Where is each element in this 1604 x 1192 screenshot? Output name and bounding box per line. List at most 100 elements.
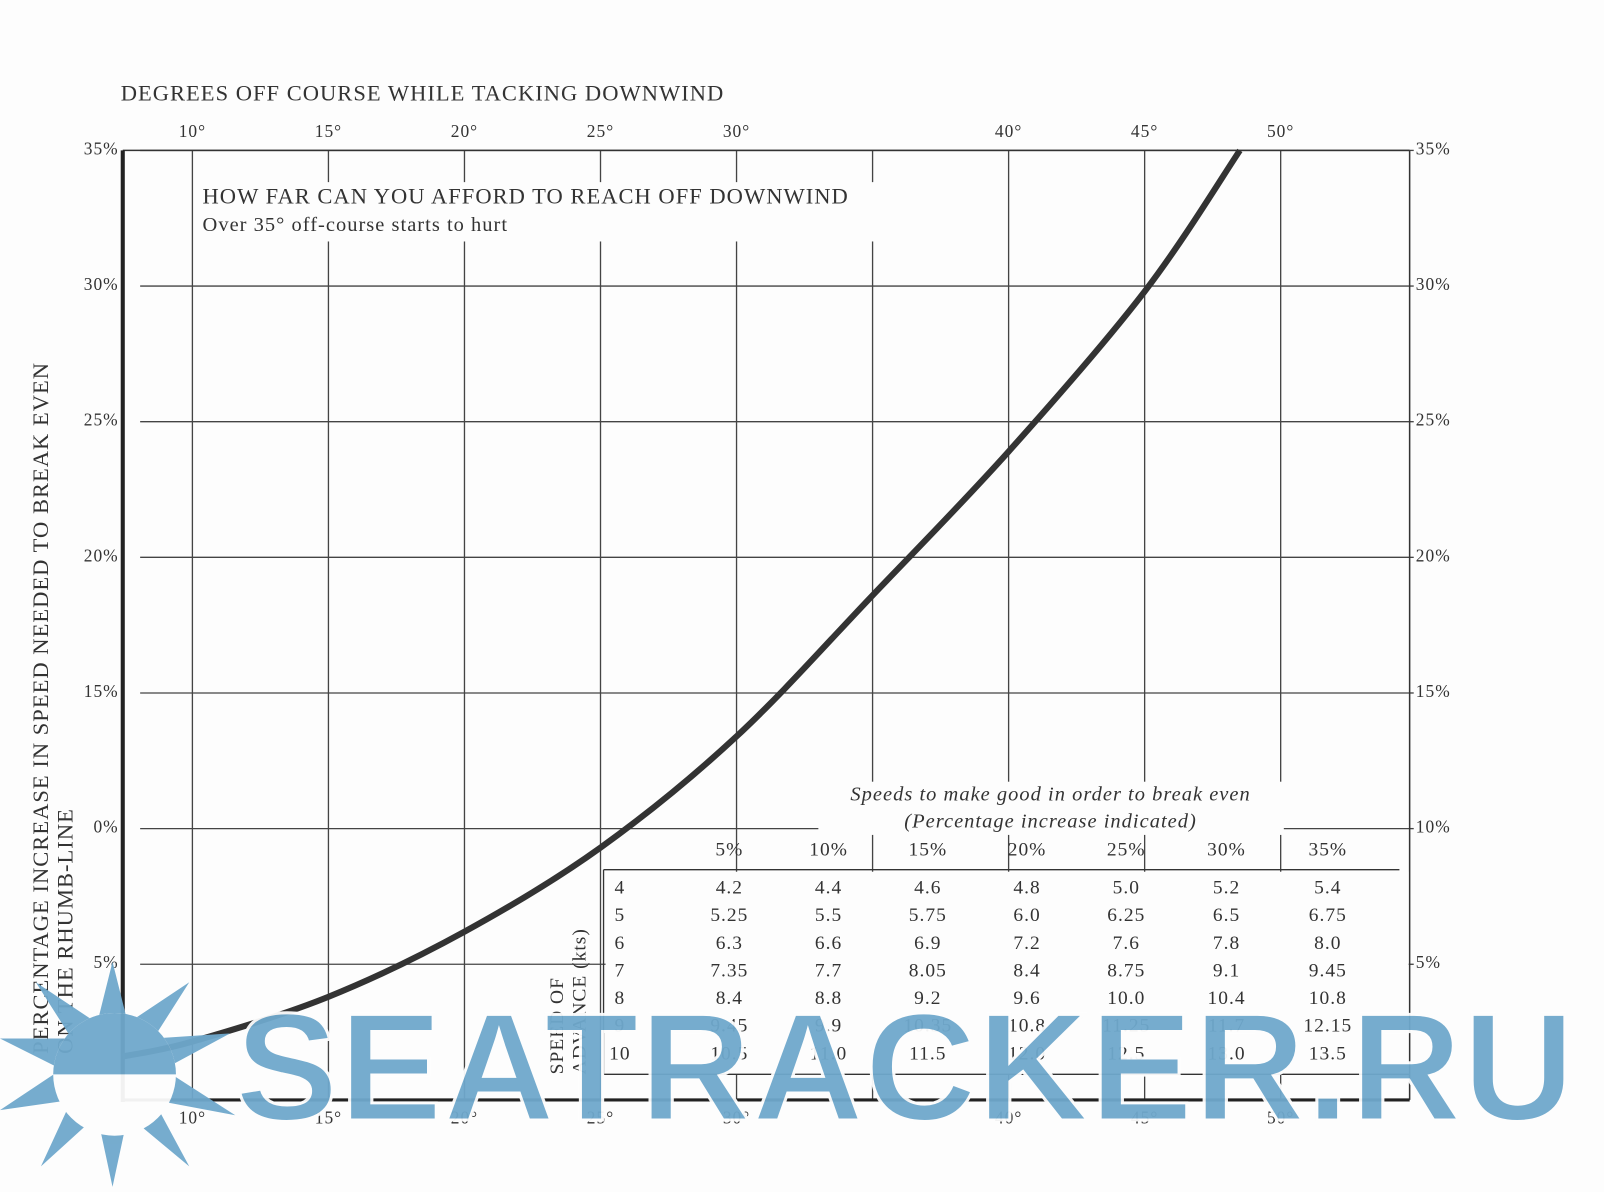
table-cell: 8.05	[909, 960, 947, 981]
table-column-header: 5%	[715, 840, 743, 861]
table-column-header: 25%	[1107, 840, 1146, 861]
table-cell: 10.8	[1309, 988, 1347, 1009]
table-column-header: 15%	[908, 840, 947, 861]
watermark-text: SEATRACKER.RU	[235, 981, 1575, 1153]
table-cell: 4.8	[1013, 878, 1040, 899]
table-cell: 6.3	[716, 933, 743, 954]
x-tick-label: 50°	[1267, 122, 1294, 141]
table-cell: 7.6	[1113, 933, 1140, 954]
table-cell: 9.9	[815, 1016, 842, 1037]
y-axis-label: PERCENTAGE INCREASE IN SPEED NEEDED TO B…	[28, 362, 53, 1054]
table-cell: 7.8	[1213, 933, 1240, 954]
y-tick-label: 15%	[84, 682, 119, 701]
table-row-header: 9	[615, 1016, 626, 1037]
table-cell: 12.0	[1008, 1043, 1046, 1064]
table-cell: 8.75	[1107, 960, 1145, 981]
y2-tick-label: 25%	[1416, 411, 1451, 430]
x-tick-label: 30°	[723, 1108, 750, 1127]
table-cell: 7.35	[710, 960, 748, 981]
table-title: Speeds to make good in order to break ev…	[850, 784, 1250, 806]
x-tick-label: 45°	[1131, 122, 1158, 141]
table-cell: 6.0	[1013, 905, 1040, 926]
table-cell: 12.15	[1303, 1016, 1352, 1037]
table-cell: 8.4	[1013, 960, 1040, 981]
table-column-header: 20%	[1008, 840, 1047, 861]
table-backdrop	[818, 781, 1284, 835]
x-tick-label: 40°	[995, 122, 1022, 141]
table-cell: 9.2	[914, 988, 941, 1009]
x-tick-label: 20°	[451, 122, 478, 141]
table-row-header: 8	[615, 988, 626, 1009]
table-cell: 13.5	[1309, 1043, 1347, 1064]
table-cell: 6.25	[1107, 905, 1145, 926]
table-row-axis-label: ADVANCE (kts)	[569, 928, 590, 1074]
x-tick-label: 10°	[179, 1108, 206, 1127]
chart-subtitle: Over 35° off-course starts to hurt	[203, 214, 509, 236]
x-tick-label: 15°	[315, 122, 342, 141]
x-tick-label: 25°	[587, 1108, 614, 1127]
x-tick-label: 30°	[723, 122, 750, 141]
table-cell: 7.2	[1013, 933, 1040, 954]
chart-title: HOW FAR CAN YOU AFFORD TO REACH OFF DOWN…	[203, 184, 849, 209]
table-row-header: 4	[615, 878, 626, 899]
x-tick-label: 15°	[315, 1108, 342, 1127]
y-tick-label: 5%	[93, 953, 118, 972]
table-cell: 4.2	[716, 878, 743, 899]
y-tick-label: 25%	[84, 411, 119, 430]
y2-tick-label: 10%	[1416, 818, 1451, 837]
plot	[122, 148, 1243, 1060]
y-tick-label: 0%	[93, 818, 118, 837]
y-tick-label: 35%	[84, 139, 119, 158]
table-cell: 5.5	[815, 905, 842, 926]
table-cell: 9.45	[1309, 960, 1347, 981]
table-backdrop	[605, 871, 1409, 1075]
table-cell: 11.5	[909, 1043, 946, 1064]
table-cell: 5.75	[909, 905, 947, 926]
table: Speeds to make good in order to break ev…	[547, 781, 1410, 1075]
table-cell: 8.8	[815, 988, 842, 1009]
table-cell: 6.9	[914, 933, 941, 954]
table-cell: 6.5	[1213, 905, 1240, 926]
y-tick-label: 20%	[84, 546, 119, 565]
table-cell: 9.45	[710, 1016, 748, 1037]
table-cell: 5.2	[1213, 878, 1240, 899]
table-column-header: 10%	[809, 840, 848, 861]
table-cell: 10.35	[903, 1016, 952, 1037]
x-tick-label: 20°	[451, 1108, 478, 1127]
watermark-logo	[53, 1012, 176, 1075]
table-cell: 4.4	[815, 878, 842, 899]
table-subtitle: (Percentage increase indicated)	[904, 810, 1197, 832]
axis-title: DEGREES OFF COURSE WHILE TACKING DOWNWIN…	[121, 80, 725, 105]
table-cell: 11.25	[1102, 1016, 1150, 1037]
table-cell: 13.0	[1207, 1043, 1245, 1064]
table-row-axis-label: SPEED OF	[547, 977, 568, 1074]
table-cell: 10.5	[710, 1043, 748, 1064]
y2-tick-label: 20%	[1416, 546, 1451, 565]
x-tick-label: 10°	[179, 122, 206, 141]
watermark: SEATRACKER.RU	[0, 961, 1576, 1187]
table-cell: 8.0	[1314, 933, 1341, 954]
table-cell: 9.1	[1213, 960, 1240, 981]
y2-tick-label: 5%	[1416, 953, 1441, 972]
grid: 10° 10° 15° 15° 20° 20° 25° 25° 30° 30° 40° 40° 45° 4…	[84, 122, 1451, 1127]
table-column-header: 35%	[1308, 840, 1347, 861]
y2-tick-label: 35%	[1416, 139, 1451, 158]
table-cell: 10.4	[1207, 988, 1245, 1009]
table-row-header: 7	[615, 960, 626, 981]
x-tick-label: 50°	[1267, 1108, 1294, 1127]
table-cell: 5.0	[1113, 878, 1140, 899]
table-row-header: 6	[615, 933, 626, 954]
table-column-header: 30%	[1207, 840, 1246, 861]
x-tick-label: 40°	[995, 1108, 1022, 1127]
y2-tick-label: 30%	[1416, 275, 1451, 294]
table-cell: 5.4	[1314, 878, 1341, 899]
table-cell: 11.7	[1208, 1016, 1245, 1037]
table-cell: 11.0	[810, 1043, 847, 1064]
table-cell: 7.7	[815, 960, 842, 981]
title-backdrop	[202, 182, 970, 242]
table-cell: 8.4	[716, 988, 743, 1009]
table-cell: 4.6	[914, 878, 941, 899]
table-cell: 6.6	[815, 933, 842, 954]
table-row-header: 5	[615, 905, 626, 926]
